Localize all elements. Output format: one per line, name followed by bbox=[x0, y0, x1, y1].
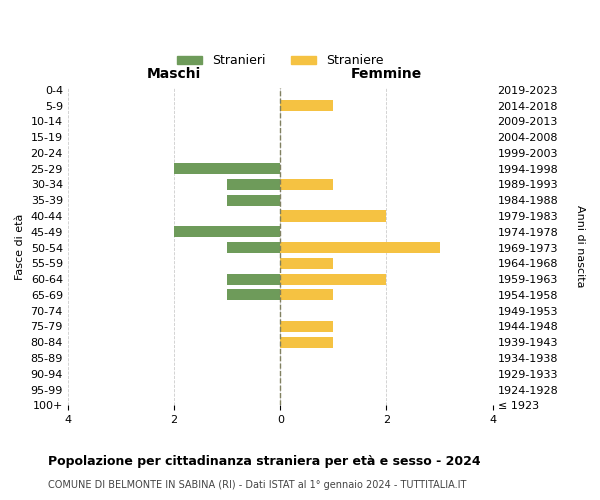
Bar bbox=[280, 336, 334, 347]
Bar bbox=[174, 163, 280, 174]
Bar bbox=[227, 290, 280, 300]
Bar bbox=[227, 274, 280, 284]
Bar bbox=[280, 242, 440, 253]
Bar bbox=[280, 100, 334, 111]
Bar bbox=[227, 194, 280, 205]
Legend: Stranieri, Straniere: Stranieri, Straniere bbox=[172, 50, 388, 72]
Bar bbox=[227, 179, 280, 190]
Y-axis label: Anni di nascita: Anni di nascita bbox=[575, 205, 585, 288]
Text: Femmine: Femmine bbox=[351, 68, 422, 82]
Bar bbox=[280, 290, 334, 300]
Bar bbox=[280, 179, 334, 190]
Bar bbox=[174, 226, 280, 237]
Bar bbox=[280, 258, 334, 269]
Text: Maschi: Maschi bbox=[147, 68, 201, 82]
Bar bbox=[227, 242, 280, 253]
Text: Popolazione per cittadinanza straniera per età e sesso - 2024: Popolazione per cittadinanza straniera p… bbox=[48, 455, 481, 468]
Y-axis label: Fasce di età: Fasce di età bbox=[15, 214, 25, 280]
Bar bbox=[280, 321, 334, 332]
Bar bbox=[280, 210, 386, 222]
Bar bbox=[280, 274, 386, 284]
Text: COMUNE DI BELMONTE IN SABINA (RI) - Dati ISTAT al 1° gennaio 2024 - TUTTITALIA.I: COMUNE DI BELMONTE IN SABINA (RI) - Dati… bbox=[48, 480, 466, 490]
